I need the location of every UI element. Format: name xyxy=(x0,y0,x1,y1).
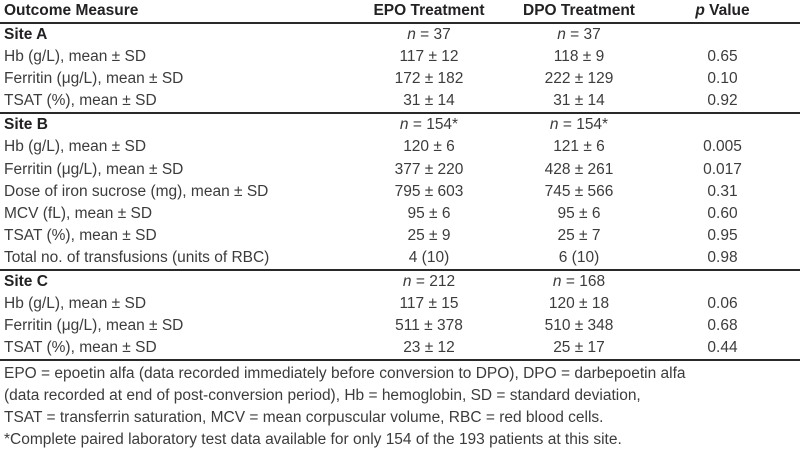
cell-p: 0.31 xyxy=(707,182,738,200)
cell-epo: 795 ± 603 xyxy=(394,182,464,200)
cell-label: Hb (g/L), mean ± SD xyxy=(4,48,147,66)
cell-epo: 95 ± 6 xyxy=(407,204,451,222)
cell-label: Total no. of transfusions (units of RBC) xyxy=(4,248,270,266)
cell-p: 0.92 xyxy=(707,92,738,110)
n-italic: n xyxy=(399,116,409,134)
cell-n-epo: n = 37 xyxy=(407,26,451,43)
table-row: TSAT (%), mean ± SD 23 ± 12 25 ± 17 0.44 xyxy=(0,337,800,359)
cell-n-dpo: n = 154* xyxy=(549,116,609,134)
cell-p: 0.95 xyxy=(707,226,738,244)
cell-p-empty xyxy=(645,114,800,136)
cell-dpo: 120 ± 18 xyxy=(548,295,610,313)
table-row: Hb (g/L), mean ± SD 120 ± 6 121 ± 6 0.005 xyxy=(0,136,800,158)
cell-p: 0.65 xyxy=(707,48,738,66)
section-row-site-b: Site B n = 154* n = 154* xyxy=(0,112,800,136)
table-header-row: Outcome Measure EPO Treatment DPO Treatm… xyxy=(0,0,800,24)
table-row: Ferritin (μg/L), mean ± SD 511 ± 378 510 ±… xyxy=(0,315,800,337)
table-row: Dose of iron sucrose (mg), mean ± SD 795 … xyxy=(0,181,800,203)
cell-p: 0.60 xyxy=(707,204,738,222)
table-row: MCV (fL), mean ± SD 95 ± 6 95 ± 6 0.60 xyxy=(0,203,800,225)
cell-epo: 511 ± 378 xyxy=(395,317,463,335)
n-italic: n xyxy=(557,26,566,43)
cell-label: TSAT (%), mean ± SD xyxy=(4,226,157,244)
table-footnotes: EPO = epoetin alfa (data recorded immedi… xyxy=(0,359,800,451)
cell-epo: 31 ± 14 xyxy=(403,92,455,110)
col-header-outcome-measure: Outcome Measure xyxy=(4,2,139,19)
footnote-line: (data recorded at end of post-conversion… xyxy=(4,387,641,405)
section-name: Site B xyxy=(4,116,48,134)
n-italic: n xyxy=(552,273,562,291)
cell-label: Hb (g/L), mean ± SD xyxy=(4,138,147,156)
cell-dpo: 118 ± 9 xyxy=(553,48,605,66)
cell-label: MCV (fL), mean ± SD xyxy=(4,204,153,222)
table-row: Total no. of transfusions (units of RBC)… xyxy=(0,247,800,269)
cell-dpo: 6 (10) xyxy=(558,248,600,266)
cell-dpo: 95 ± 6 xyxy=(557,204,601,222)
cell-epo: 377 ± 220 xyxy=(394,160,464,178)
cell-dpo: 121 ± 6 xyxy=(553,138,605,156)
col-header-p-value: p Value xyxy=(645,0,800,22)
p-italic: p xyxy=(695,2,705,19)
col-header-dpo-treatment: DPO Treatment xyxy=(523,2,635,19)
cell-dpo: 222 ± 129 xyxy=(544,70,614,88)
cell-n-dpo: n = 168 xyxy=(552,273,606,291)
cell-epo: 23 ± 12 xyxy=(403,339,455,357)
cell-dpo: 745 ± 566 xyxy=(544,182,614,200)
section-row-site-a: Site A n = 37 n = 37 xyxy=(0,24,800,46)
cell-epo: 117 ± 15 xyxy=(399,295,459,313)
n-italic: n xyxy=(549,116,559,134)
footnote-line: *Complete paired laboratory test data av… xyxy=(4,431,622,449)
cell-epo: 120 ± 6 xyxy=(403,138,455,156)
cell-n-epo: n = 212 xyxy=(402,273,456,291)
table-row: Ferritin (μg/L), mean ± SD 172 ± 182 222 ±… xyxy=(0,68,800,90)
cell-p: 0.06 xyxy=(707,295,738,313)
cell-label: Dose of iron sucrose (mg), mean ± SD xyxy=(4,182,269,200)
cell-label: Hb (g/L), mean ± SD xyxy=(4,295,147,313)
cell-label: TSAT (%), mean ± SD xyxy=(4,339,157,357)
col-header-epo-treatment: EPO Treatment xyxy=(373,2,485,19)
n-italic: n xyxy=(407,26,416,43)
section-name: Site C xyxy=(4,273,48,291)
cell-label: Ferritin (μg/L), mean ± SD xyxy=(4,160,184,178)
cell-n-dpo: n = 37 xyxy=(557,26,601,43)
cell-dpo: 25 ± 17 xyxy=(553,339,605,357)
section-row-site-c: Site C n = 212 n = 168 xyxy=(0,269,800,293)
cell-p: 0.017 xyxy=(703,160,742,178)
table-row: Ferritin (μg/L), mean ± SD 377 ± 220 428 ±… xyxy=(0,159,800,181)
cell-dpo: 25 ± 7 xyxy=(557,226,601,244)
cell-p-empty xyxy=(645,24,800,46)
cell-label: Ferritin (μg/L), mean ± SD xyxy=(4,70,184,88)
footnote-line: TSAT = transferrin saturation, MCV = mea… xyxy=(4,409,604,427)
cell-dpo: 31 ± 14 xyxy=(553,92,605,110)
cell-p: 0.005 xyxy=(703,138,742,156)
table-row: Hb (g/L), mean ± SD 117 ± 12 118 ± 9 0.65 xyxy=(0,46,800,68)
cell-p: 0.68 xyxy=(707,317,738,335)
cell-label: TSAT (%), mean ± SD xyxy=(4,92,157,110)
cell-epo: 117 ± 12 xyxy=(399,48,459,66)
p-value-rest: Value xyxy=(704,2,750,19)
table-row: TSAT (%), mean ± SD 25 ± 9 25 ± 7 0.95 xyxy=(0,225,800,247)
cell-epo: 25 ± 9 xyxy=(407,226,451,244)
table-body: Site A n = 37 n = 37 Hb (g/L), mean ± SD 117… xyxy=(0,24,800,359)
cell-epo: 172 ± 182 xyxy=(394,70,464,88)
cell-p: 0.98 xyxy=(707,248,738,266)
table-row: Hb (g/L), mean ± SD 117 ± 15 120 ± 18 0.06 xyxy=(0,293,800,315)
cell-p: 0.10 xyxy=(707,70,738,88)
footnote-line: EPO = epoetin alfa (data recorded immedi… xyxy=(4,365,686,383)
cell-epo: 4 (10) xyxy=(408,248,450,266)
table-row: TSAT (%), mean ± SD 31 ± 14 31 ± 14 0.92 xyxy=(0,90,800,112)
cell-p-empty xyxy=(645,271,800,293)
section-name: Site A xyxy=(4,26,48,43)
cell-dpo: 510 ± 348 xyxy=(544,317,614,335)
cell-dpo: 428 ± 261 xyxy=(544,160,614,178)
cell-label: Ferritin (μg/L), mean ± SD xyxy=(4,317,184,335)
cell-n-epo: n = 154* xyxy=(399,116,459,134)
n-italic: n xyxy=(402,273,412,291)
cell-p: 0.44 xyxy=(707,339,738,357)
